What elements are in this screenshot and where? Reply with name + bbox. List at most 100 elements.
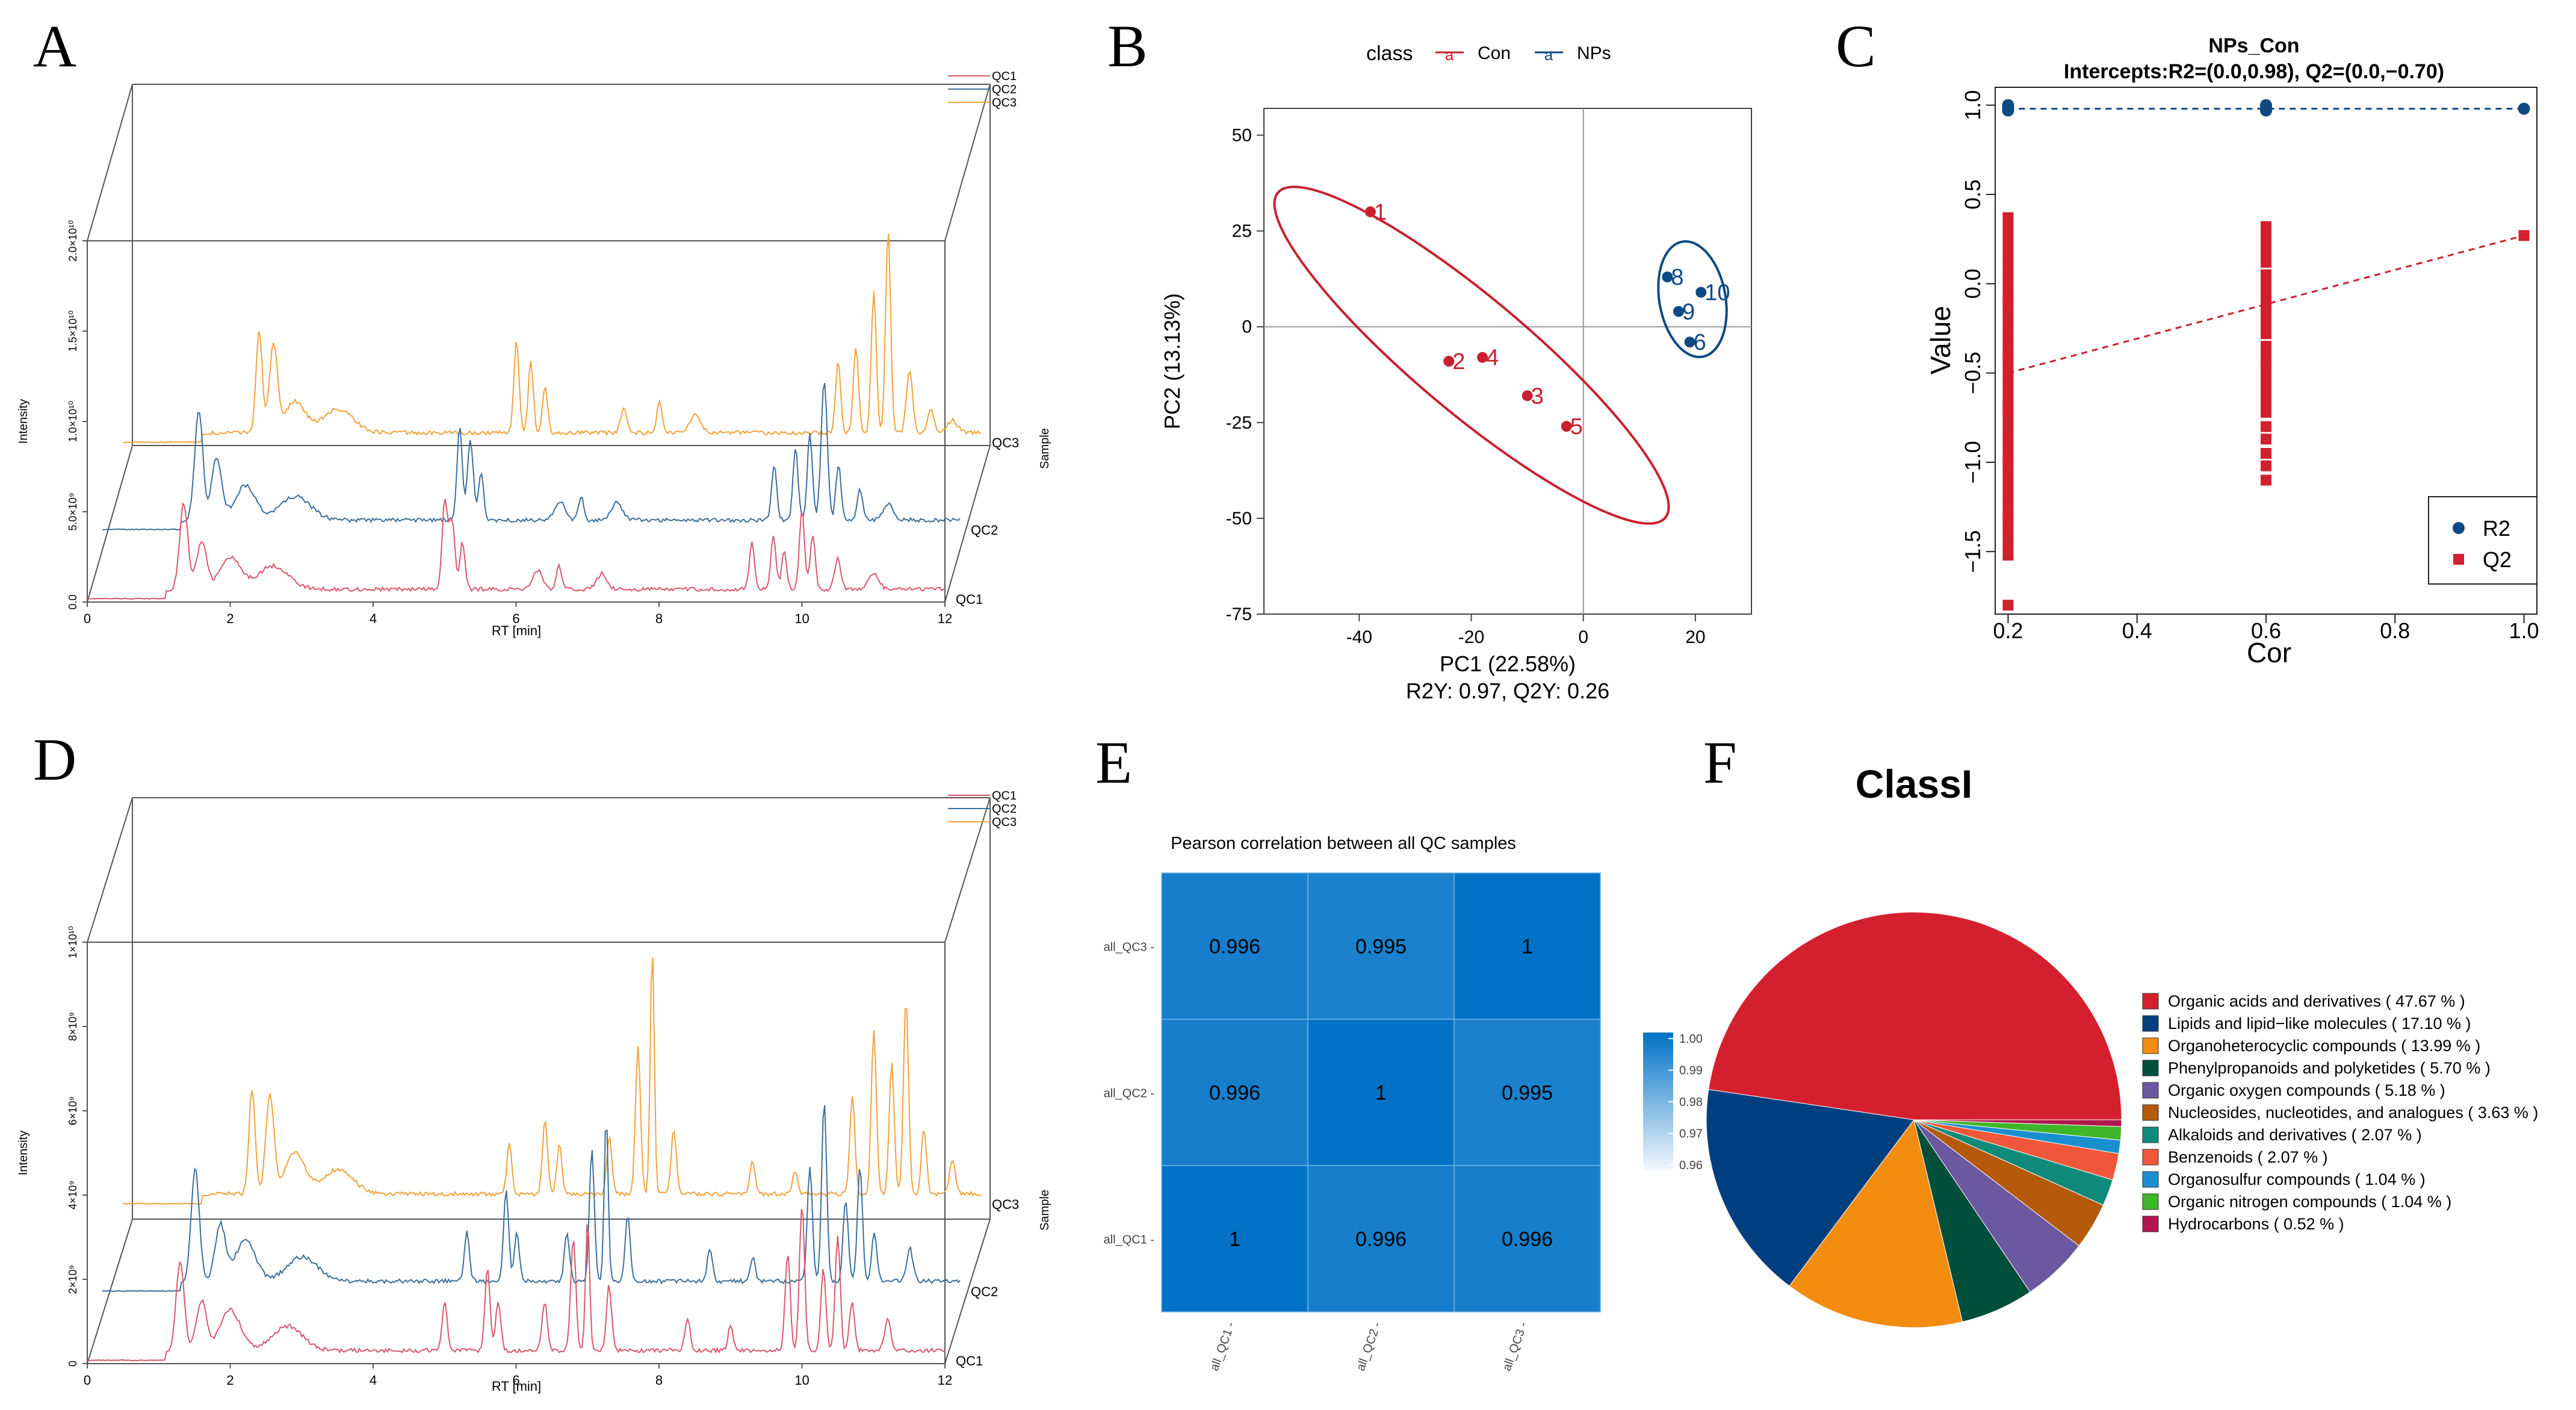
pie-legend-label: Nucleosides, nucleotides, and analogues …: [2168, 1104, 2538, 1122]
x-tick-label: 10: [794, 611, 809, 626]
pie-legend-label: Organic acids and derivatives ( 47.67 % …: [2168, 992, 2465, 1010]
nps-point-label: 8: [1671, 265, 1683, 290]
q2-point: [2261, 433, 2271, 445]
heatmap-cell-value: 1: [1229, 1228, 1240, 1251]
pie-legend-swatch: [2142, 1082, 2159, 1099]
panel-c-legend-box: [2428, 496, 2537, 585]
con-point: [1364, 206, 1376, 217]
con-confidence-ellipse: [1273, 185, 1670, 525]
pie-legend-label: Alkaloids and derivatives ( 2.07 % ): [2168, 1126, 2422, 1144]
q2-point: [2002, 275, 2014, 286]
q2-point: [2518, 230, 2530, 241]
legend-con-glyph: a: [1445, 46, 1454, 64]
x-tick-label: 0: [84, 611, 91, 626]
pie-legend-swatch: [2142, 1216, 2159, 1232]
panel-d-box: [87, 797, 991, 1364]
x-tick-label: 8: [655, 1373, 663, 1388]
y-tick-label: 2.0×10¹⁰: [67, 220, 79, 262]
series-label-qc2: QC2: [971, 1284, 998, 1299]
heatmap-col-label: all_QC2 -: [1354, 1320, 1384, 1373]
x-tick-label: 4: [370, 611, 377, 626]
x-tick-label: 6: [512, 1373, 519, 1388]
nps-confidence-ellipse: [1657, 240, 1728, 359]
panel-label-c: C: [1836, 13, 1876, 79]
heatmap-cell: [1307, 1019, 1455, 1166]
nps-point: [1695, 287, 1707, 298]
panel-d-chromatogram: 0 2 4 6 8 10 12 0 2×10⁹ 4×10⁹ 6×10⁹ 8×10⁹ 1×10¹⁰ QC3…: [17, 789, 1051, 1394]
q2-point: [2002, 239, 2014, 250]
panel-a-zlabel: Sample: [1038, 428, 1051, 469]
panel-c-y-tick-label: −1.5: [1960, 530, 1985, 573]
heatmap-cell-value: 1: [1375, 1082, 1387, 1105]
panel-c-ylabel: Value: [1925, 306, 1956, 374]
q2-point: [2002, 328, 2014, 340]
panel-b-y-tick-label: 50: [1232, 126, 1252, 146]
panel-b-y-tick-label: -75: [1226, 604, 1252, 624]
panel-e-heatmap: Pearson correlation between all QC sampl…: [1104, 834, 1703, 1373]
q2-point: [2261, 221, 2271, 232]
x-tick-label: 10: [794, 1373, 809, 1388]
pie-slice: [1708, 912, 2122, 1120]
con-point: [1477, 352, 1488, 363]
q2-point: [2002, 435, 2014, 447]
trace-qc2: [102, 1105, 961, 1293]
q2-point: [2002, 550, 2014, 561]
q2-point: [2002, 382, 2014, 393]
y-tick-label: 1×10¹⁰: [67, 926, 79, 958]
heatmap-cell-value: 0.995: [1502, 1082, 1553, 1105]
con-point: [1561, 421, 1572, 432]
q2-point: [2002, 319, 2014, 331]
legend-label-qc1: QC1: [992, 789, 1017, 803]
y-tick-label: 8×10⁹: [67, 1012, 79, 1041]
panel-c-y-tick-label: −0.5: [1960, 352, 1985, 394]
q2-point: [2002, 533, 2014, 545]
heatmap-cell-value: 0.996: [1355, 1228, 1407, 1251]
series-label-qc1: QC1: [956, 1353, 983, 1368]
heatmap-cell-value: 0.996: [1502, 1228, 1553, 1251]
panel-c-xlabel: Cor: [2247, 637, 2291, 668]
panel-b-x-tick-label: -20: [1458, 627, 1484, 647]
q2-point: [2002, 391, 2014, 402]
q2-point: [2002, 471, 2014, 482]
legend-r2-marker: [2453, 522, 2465, 534]
q2-point: [2261, 305, 2271, 316]
q2-point: [2002, 373, 2014, 384]
series-label-qc3: QC3: [992, 1197, 1019, 1212]
x-tick-label: 2: [226, 611, 234, 626]
trace-qc3: [123, 233, 982, 444]
panel-d-xlabel: RT [min]: [492, 1379, 541, 1394]
q2-point: [2261, 376, 2271, 388]
heatmap-cell-value: 0.996: [1209, 1082, 1260, 1105]
q2-point: [2002, 310, 2014, 321]
colorbar-tick-label: 0.98: [1679, 1096, 1703, 1109]
y-tick-label: 0.0: [67, 594, 79, 609]
nps-point-label: 9: [1682, 299, 1695, 325]
q2-point: [2261, 367, 2271, 379]
panel-a-xlabel: RT [min]: [492, 623, 541, 638]
con-point-label: 5: [1570, 414, 1583, 439]
q2-point: [2261, 256, 2271, 268]
pie-legend-label: Organosulfur compounds ( 1.04 % ): [2168, 1170, 2426, 1188]
q2-point: [2002, 296, 2014, 307]
r2-point: [2518, 102, 2530, 115]
pie-legend-swatch: [2142, 1015, 2159, 1032]
panel-a-chromatogram: 0 2 4 6 8 10 12 0.0 5.0×10⁹ 1.0×10¹⁰ 1.5×10¹⁰ 2.0×1…: [17, 70, 1051, 638]
series-label-qc2: QC2: [971, 523, 998, 538]
series-label-qc1: QC1: [956, 592, 983, 607]
heatmap-cell: [1454, 1165, 1601, 1312]
legend-label-qc2: QC2: [992, 83, 1017, 96]
q2-point: [2002, 524, 2014, 536]
pie-legend-swatch: [2142, 1037, 2159, 1054]
nps-point: [1662, 272, 1673, 282]
q2-point: [2002, 444, 2014, 456]
panel-b-y-tick-label: 0: [1242, 317, 1252, 337]
con-point: [1443, 356, 1455, 367]
q2-point: [2002, 256, 2014, 268]
q2-point: [2261, 314, 2271, 325]
q2-point: [2002, 600, 2014, 611]
q2-point: [2261, 460, 2271, 471]
pie-legend-swatch: [2142, 993, 2159, 1010]
q2-regression-line: [2008, 234, 2524, 374]
legend-label-qc2: QC2: [992, 803, 1017, 816]
